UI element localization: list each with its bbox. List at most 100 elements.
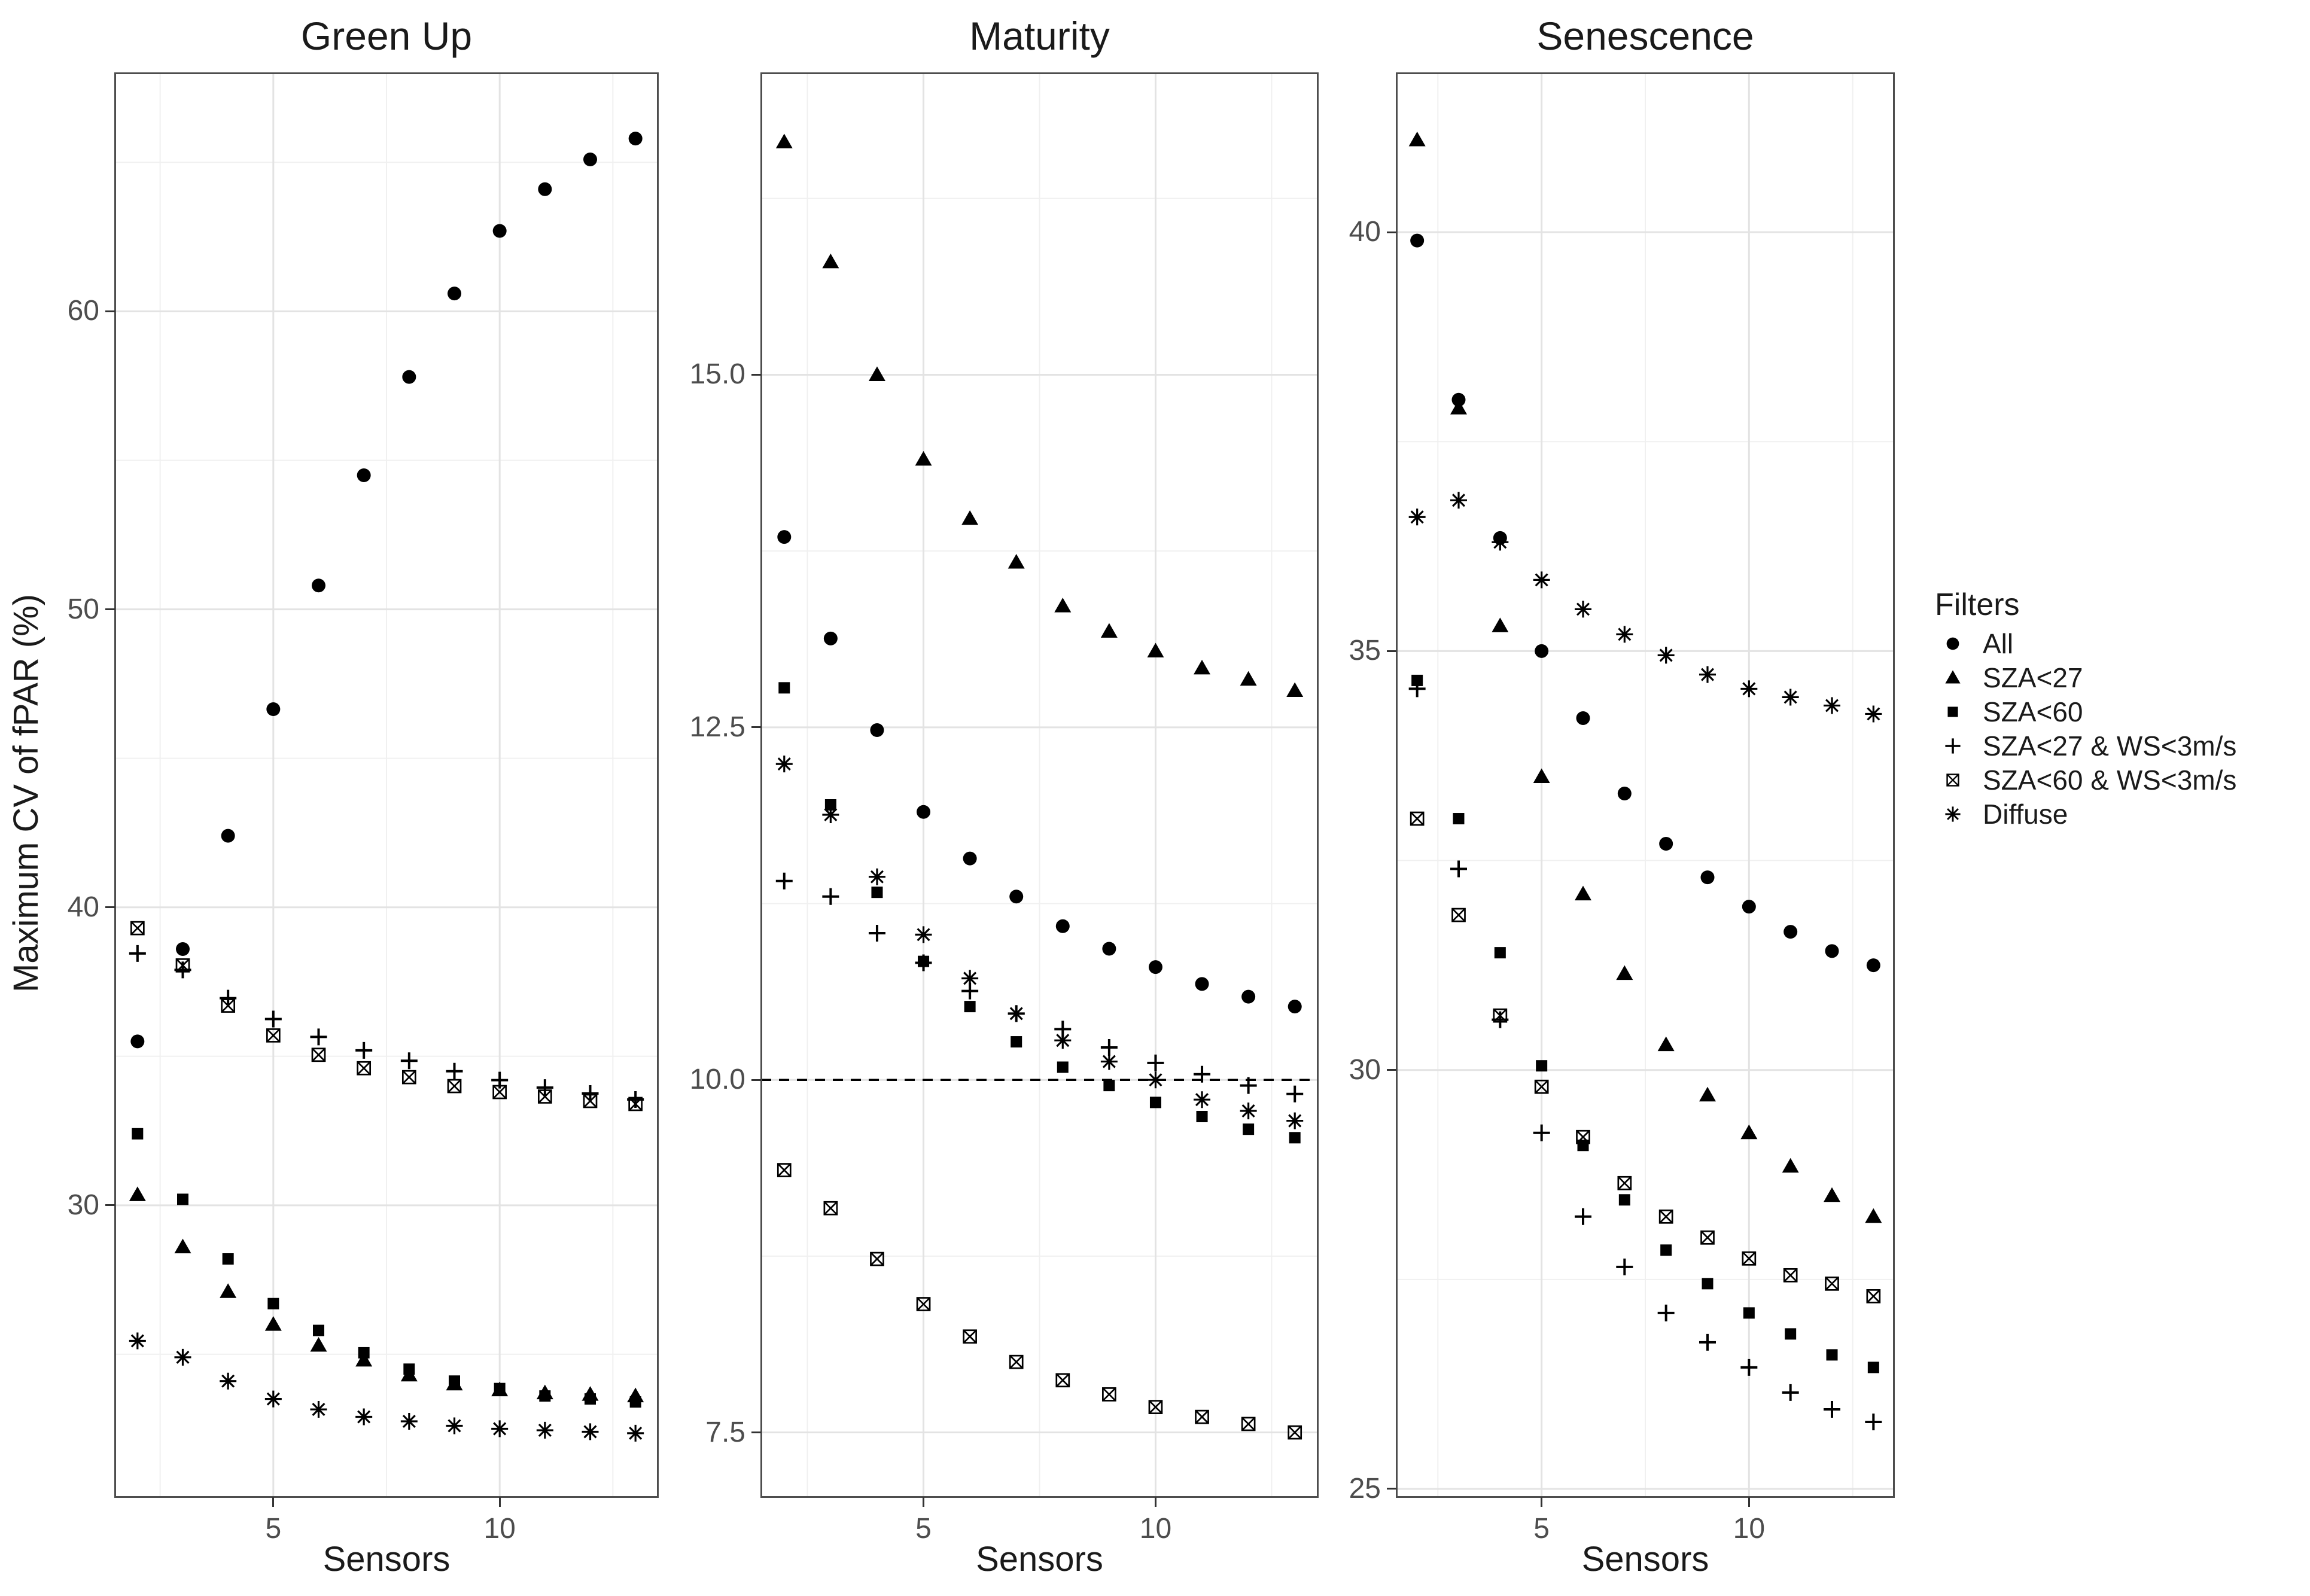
point-square-cross: [628, 1097, 643, 1111]
point-triangle: [310, 1336, 327, 1352]
point-plus: [1657, 1304, 1675, 1321]
x-tick-label: 10: [1139, 1513, 1172, 1545]
point-circle: [492, 224, 507, 238]
point-circle: [1102, 942, 1116, 956]
point-asterisk: [915, 926, 932, 943]
legend-label: All: [1983, 628, 2014, 659]
panel-title-green-up: Green Up: [300, 14, 473, 58]
legend-label: Diffuse: [1983, 798, 2068, 830]
point-triangle: [1699, 1086, 1716, 1102]
point-asterisk: [1575, 601, 1591, 618]
y-tick-mark: [751, 373, 761, 376]
x-tick-label: 5: [1533, 1513, 1550, 1545]
point-circle: [221, 829, 235, 843]
point-square-cross: [266, 1028, 281, 1043]
point-asterisk: [582, 1423, 599, 1440]
point-asterisk: [822, 806, 839, 824]
point-asterisk: [1865, 705, 1882, 723]
point-square-cross: [1617, 1175, 1632, 1190]
point-circle: [1055, 919, 1070, 933]
point-square-cross: [311, 1047, 326, 1062]
point-square-cross: [870, 1251, 884, 1266]
y-tick-mark: [1387, 1488, 1396, 1490]
y-tick-label: 60: [67, 295, 99, 327]
y-tick-mark: [751, 726, 761, 729]
legend-item-sza60: SZA<60: [1935, 695, 2236, 729]
point-square-cross: [1195, 1409, 1209, 1424]
point-square: [871, 887, 883, 898]
y-tick-label: 7.5: [705, 1416, 745, 1448]
point-plus: [1616, 1258, 1633, 1275]
legend-item-all: All: [1935, 626, 2236, 660]
point-triangle: [1533, 768, 1550, 783]
point-asterisk: [1945, 806, 1961, 822]
point-asterisk: [1657, 647, 1675, 664]
y-axis-title: Maximum CV of fPAR (%): [7, 594, 45, 993]
point-square: [824, 799, 836, 811]
point-square: [1743, 1307, 1755, 1319]
point-plus: [822, 888, 839, 905]
point-circle: [312, 578, 325, 593]
point-plus: [868, 925, 885, 942]
point-circle: [628, 132, 643, 146]
point-square-cross: [130, 921, 145, 936]
y-tick-label: 35: [1349, 635, 1381, 667]
point-circle: [1742, 900, 1756, 914]
point-square-cross: [1742, 1251, 1757, 1266]
point-asterisk: [1450, 492, 1467, 509]
square-icon: [1935, 698, 1971, 726]
legend-label: SZA<27 & WS<3m/s: [1983, 730, 2237, 762]
point-square: [629, 1396, 641, 1408]
point-asterisk: [627, 1424, 644, 1442]
point-triangle: [1575, 885, 1591, 901]
x-tick-mark: [272, 1497, 275, 1507]
panel-canvas-maturity: [761, 73, 1318, 1497]
point-triangle: [264, 1316, 282, 1331]
point-triangle: [1408, 132, 1426, 147]
x-tick-mark: [923, 1497, 925, 1507]
x-tick-mark: [498, 1497, 501, 1507]
y-tick-mark: [105, 906, 115, 909]
point-circle: [1866, 958, 1880, 973]
point-plus: [1100, 1038, 1118, 1056]
point-plus: [536, 1079, 553, 1097]
y-tick-label: 50: [67, 593, 99, 625]
point-square: [358, 1347, 370, 1359]
point-square-cross: [777, 1163, 792, 1177]
point-square: [1494, 947, 1506, 959]
point-circle: [1148, 960, 1162, 974]
point-circle: [1617, 787, 1632, 801]
point-circle: [448, 287, 461, 301]
point-square-cross: [357, 1061, 372, 1076]
point-triangle: [1286, 682, 1304, 698]
point-circle: [1009, 890, 1024, 904]
legend-title: Filters: [1935, 587, 2020, 622]
y-tick-label: 15.0: [689, 358, 745, 391]
point-triangle: [961, 510, 979, 525]
x-axis-title-maturity: Sensors: [976, 1540, 1103, 1579]
point-circle: [1700, 870, 1715, 885]
point-square-cross: [537, 1089, 552, 1104]
point-circle: [402, 370, 416, 384]
point-asterisk: [1100, 1053, 1118, 1070]
legend-item-diffuse: Diffuse: [1935, 797, 2236, 831]
point-asterisk: [1147, 1071, 1164, 1089]
point-square: [1826, 1349, 1838, 1361]
point-triangle: [355, 1351, 373, 1367]
point-square-cross: [1009, 1354, 1024, 1369]
point-plus: [1147, 1054, 1164, 1071]
point-asterisk: [400, 1412, 418, 1430]
point-square: [1011, 1036, 1022, 1048]
point-square: [1536, 1060, 1548, 1072]
point-asterisk: [775, 756, 793, 773]
point-square-cross: [1946, 773, 1959, 787]
point-plus: [1699, 1333, 1716, 1351]
point-circle: [1825, 944, 1839, 958]
point-plus: [1286, 1085, 1304, 1102]
point-plus: [1945, 738, 1961, 754]
point-asterisk: [1194, 1091, 1211, 1108]
point-asterisk: [1240, 1102, 1257, 1120]
point-asterisk: [961, 970, 979, 987]
point-square-cross: [1241, 1417, 1256, 1431]
